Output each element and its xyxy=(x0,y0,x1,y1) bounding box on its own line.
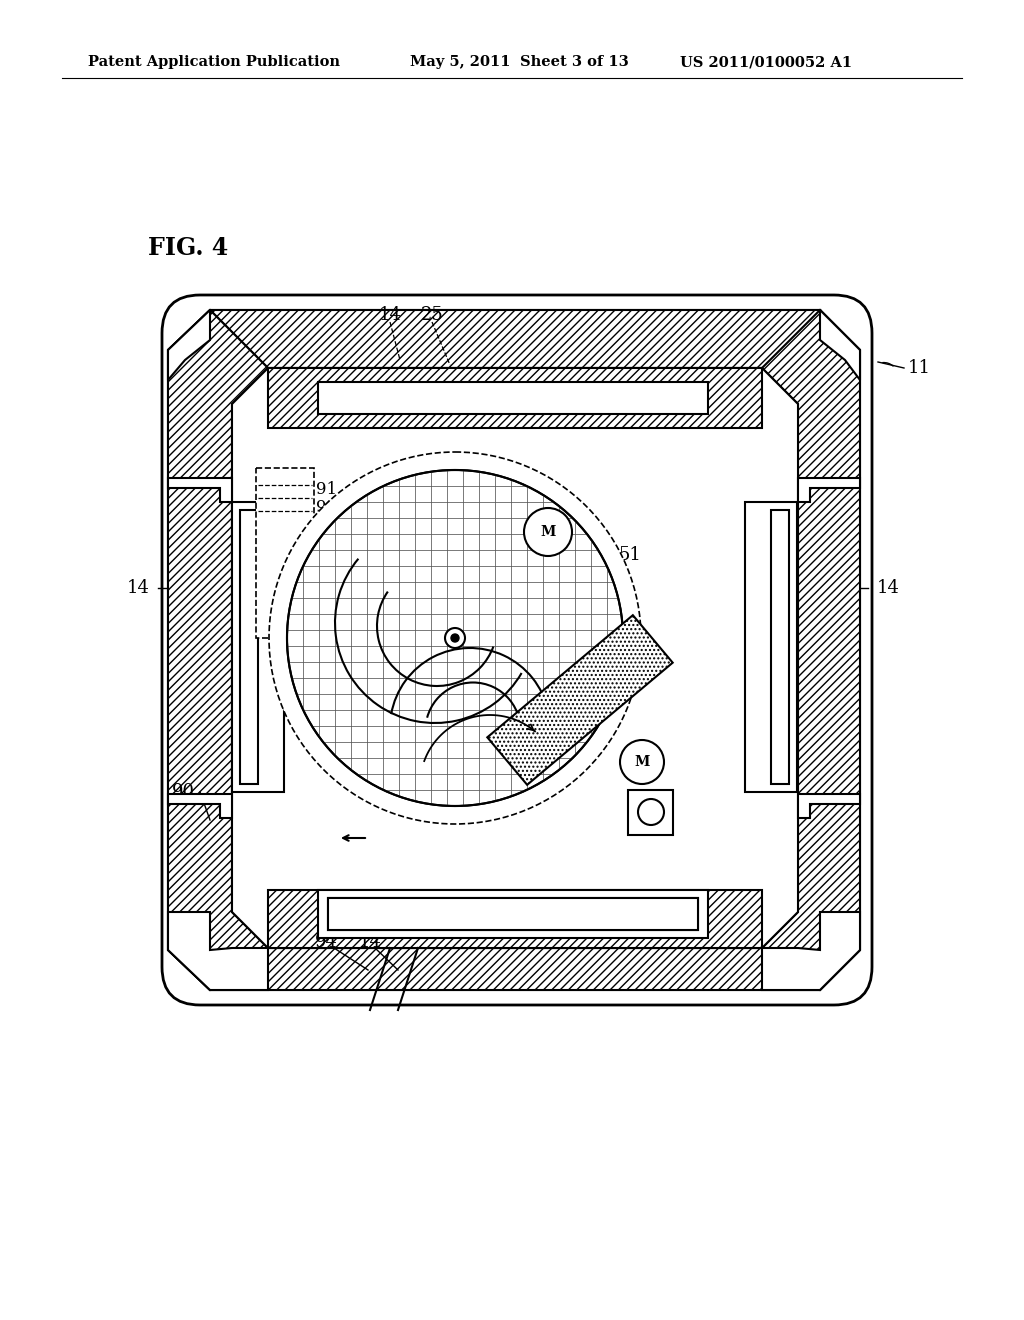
Text: 86: 86 xyxy=(768,739,791,756)
Text: 30: 30 xyxy=(367,506,389,524)
Text: 25: 25 xyxy=(421,306,443,323)
Circle shape xyxy=(620,741,664,784)
Polygon shape xyxy=(487,615,673,785)
Text: FIG. 4: FIG. 4 xyxy=(148,236,228,260)
Text: 14: 14 xyxy=(358,933,381,950)
Text: US 2011/0100052 A1: US 2011/0100052 A1 xyxy=(680,55,852,69)
Polygon shape xyxy=(210,310,820,404)
Bar xyxy=(628,789,673,836)
Circle shape xyxy=(451,634,459,642)
Circle shape xyxy=(638,799,664,825)
Text: 14: 14 xyxy=(127,579,150,597)
Bar xyxy=(268,368,762,428)
Polygon shape xyxy=(168,478,232,502)
Text: 11: 11 xyxy=(908,359,931,378)
Bar xyxy=(771,510,790,784)
Circle shape xyxy=(524,508,572,556)
Bar xyxy=(240,510,258,784)
Circle shape xyxy=(445,628,465,648)
Text: 81: 81 xyxy=(768,706,791,723)
Text: 60: 60 xyxy=(436,771,460,789)
Bar xyxy=(745,502,797,792)
Text: 14: 14 xyxy=(877,579,899,597)
Text: 53: 53 xyxy=(610,623,633,642)
Bar xyxy=(256,469,314,638)
Bar xyxy=(232,502,284,792)
Bar xyxy=(318,890,708,939)
Polygon shape xyxy=(762,912,860,990)
Polygon shape xyxy=(232,368,798,948)
Polygon shape xyxy=(168,310,268,990)
Polygon shape xyxy=(168,912,268,990)
Polygon shape xyxy=(168,795,232,818)
Polygon shape xyxy=(168,310,860,990)
Text: 91: 91 xyxy=(316,482,337,499)
Text: 94: 94 xyxy=(314,933,338,950)
Text: 40: 40 xyxy=(516,475,540,492)
Text: Sheet 3 of 13: Sheet 3 of 13 xyxy=(520,55,629,69)
Circle shape xyxy=(269,451,641,824)
Text: 88: 88 xyxy=(438,902,462,919)
Polygon shape xyxy=(820,310,860,380)
Polygon shape xyxy=(762,310,860,990)
Polygon shape xyxy=(168,310,210,380)
FancyBboxPatch shape xyxy=(162,294,872,1005)
Bar xyxy=(328,898,698,931)
Text: 90: 90 xyxy=(172,783,195,801)
Polygon shape xyxy=(210,948,820,990)
Polygon shape xyxy=(798,795,860,818)
Text: M: M xyxy=(541,525,556,539)
Circle shape xyxy=(287,470,623,807)
Text: M: M xyxy=(634,755,649,770)
Bar xyxy=(318,381,708,414)
Text: 92: 92 xyxy=(316,499,337,516)
Text: 14: 14 xyxy=(379,306,401,323)
Bar xyxy=(328,898,698,931)
Polygon shape xyxy=(798,478,860,502)
Bar xyxy=(268,890,762,948)
Text: Patent Application Publication: Patent Application Publication xyxy=(88,55,340,69)
Text: May 5, 2011: May 5, 2011 xyxy=(410,55,511,69)
Text: 51: 51 xyxy=(618,546,641,564)
